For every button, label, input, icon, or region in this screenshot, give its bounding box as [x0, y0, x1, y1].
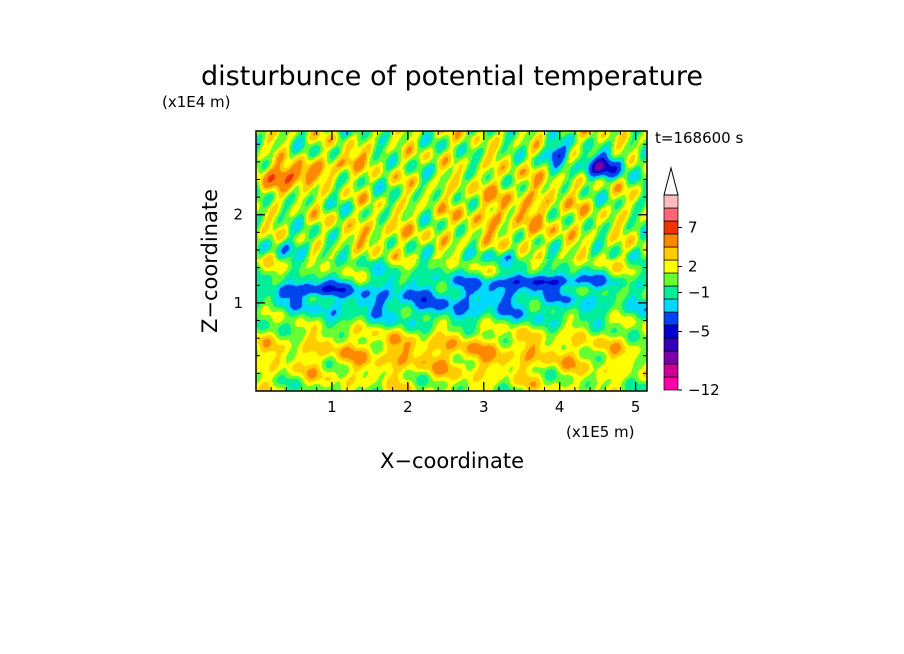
- colorbar-segment: [663, 259, 679, 274]
- x-unit-label: (x1E5 m): [566, 423, 635, 441]
- y-unit-label: (x1E4 m): [162, 93, 231, 111]
- chart-title: disturbunce of potential temperature: [201, 61, 703, 92]
- colorbar-segment: [663, 272, 679, 287]
- x-tick-label: 1: [327, 398, 337, 416]
- colorbar: 7 2 −1 −5 −12: [663, 166, 720, 399]
- colorbar-segment: [663, 207, 679, 222]
- x-axis: 1 2 3 4 5: [270, 131, 641, 416]
- plot-area: [255, 130, 648, 392]
- x-tick-label: 3: [479, 398, 489, 416]
- colorbar-tick-label: −1: [688, 284, 710, 302]
- x-tick-label: 2: [403, 398, 413, 416]
- contour-field: [256, 131, 647, 391]
- colorbar-segment: [663, 376, 679, 391]
- colorbar-segment: [663, 233, 679, 248]
- colorbar-segment: [663, 220, 679, 235]
- x-tick-label: 5: [631, 398, 641, 416]
- y-axis: 12: [233, 143, 647, 374]
- y-tick-label: 2: [233, 206, 243, 224]
- colorbar-segment: [663, 194, 679, 209]
- plot-frame: [255, 130, 648, 392]
- colorbar-tick-label: 7: [688, 219, 698, 237]
- colorbar-tick-label: −5: [688, 323, 710, 341]
- colorbar-segment: [663, 298, 679, 313]
- colorbar-segment: [663, 246, 679, 261]
- time-label: t=168600 s: [655, 129, 743, 147]
- colorbar-segment: [663, 285, 679, 300]
- colorbar-tick-label: 2: [688, 258, 698, 276]
- x-axis-label: X−coordinate: [380, 449, 524, 473]
- colorbar-extend-arrow: [663, 166, 679, 196]
- colorbar-tick-label: −12: [688, 381, 720, 399]
- y-axis-label: Z−coordinate: [198, 189, 222, 333]
- x-tick-label: 4: [555, 398, 565, 416]
- y-tick-label: 1: [233, 294, 243, 312]
- colorbar-segment: [663, 350, 679, 365]
- colorbar-segment: [663, 311, 679, 326]
- colorbar-segment: [663, 363, 679, 378]
- colorbar-segment: [663, 324, 679, 339]
- colorbar-segment: [663, 337, 679, 352]
